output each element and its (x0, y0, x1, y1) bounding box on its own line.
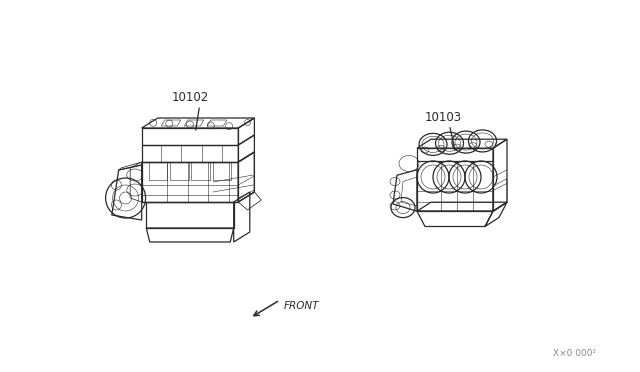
Text: FRONT: FRONT (284, 301, 319, 311)
Text: X×0 000²: X×0 000² (554, 349, 596, 357)
Text: 10103: 10103 (425, 110, 462, 124)
Text: 10102: 10102 (172, 91, 209, 104)
